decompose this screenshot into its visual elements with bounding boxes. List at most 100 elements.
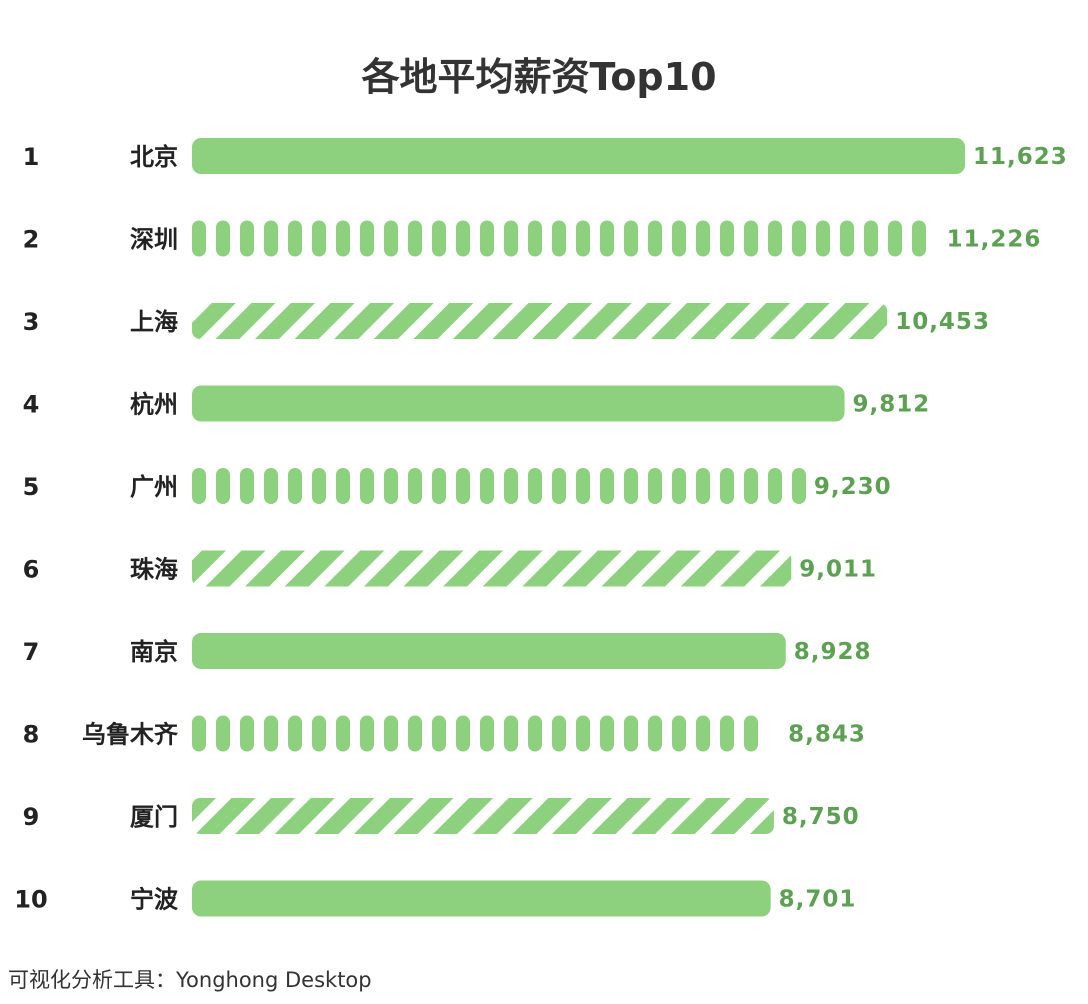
bar-segment	[312, 220, 326, 257]
bar-segment	[672, 715, 686, 752]
bar-segment	[672, 468, 686, 504]
bar-segment	[912, 220, 926, 257]
bar-segment	[576, 468, 590, 504]
bar-segment	[600, 715, 614, 752]
bar-segment	[576, 220, 590, 257]
bar-segment	[816, 220, 830, 257]
rank-label: 1	[23, 143, 40, 171]
bar	[192, 715, 758, 752]
rank-label: 6	[23, 556, 40, 584]
value-label: 11,226	[947, 227, 1042, 253]
bar-segment	[288, 220, 302, 257]
bar-segment	[384, 715, 398, 752]
bar-segment	[216, 715, 230, 752]
bar-segment	[192, 715, 206, 752]
bar-segment	[360, 715, 374, 752]
bar-segment	[600, 468, 614, 504]
bar-segment	[624, 715, 638, 752]
bar-segment	[288, 468, 302, 504]
bar-segment	[744, 715, 758, 752]
value-label: 8,928	[794, 639, 872, 665]
bar-segment	[480, 468, 494, 504]
bar-segment	[336, 715, 350, 752]
bar-segment	[216, 220, 230, 257]
bar-segment	[384, 220, 398, 257]
value-label: 9,011	[799, 557, 877, 583]
bar-segment	[480, 220, 494, 257]
bar-segment	[456, 715, 470, 752]
category-label: 杭州	[130, 391, 178, 419]
bar-segment	[408, 715, 422, 752]
category-label: 宁波	[130, 886, 179, 914]
bar	[192, 468, 806, 504]
bar-segment	[528, 468, 542, 504]
bar-segment	[696, 715, 710, 752]
bar	[192, 633, 786, 669]
bar-segment	[648, 220, 662, 257]
bar-segment	[456, 468, 470, 504]
category-label: 广州	[130, 473, 178, 501]
bar-segment	[720, 468, 734, 504]
category-label: 深圳	[130, 226, 178, 254]
bar-segment	[192, 468, 206, 504]
rank-label: 4	[23, 391, 40, 419]
bar-segment	[624, 220, 638, 257]
category-label: 南京	[130, 638, 178, 666]
value-label: 8,750	[782, 804, 860, 830]
bar	[192, 385, 845, 422]
bar	[192, 303, 888, 339]
bar-segment	[336, 220, 350, 257]
bar-segment	[840, 220, 854, 257]
bar-segment	[720, 220, 734, 257]
bar-segment	[888, 220, 902, 257]
bar-segment	[696, 468, 710, 504]
bar-segment	[480, 715, 494, 752]
bar-segment	[864, 220, 878, 257]
bar-segment	[648, 468, 662, 504]
bar-segment	[408, 468, 422, 504]
bar-segment	[240, 715, 254, 752]
bar-segment	[312, 715, 326, 752]
bar-segment	[696, 220, 710, 257]
bar-segment	[768, 468, 782, 504]
bar-segment	[240, 468, 254, 504]
value-label: 9,812	[853, 392, 931, 418]
bar-segment	[552, 468, 566, 504]
bar-segment	[504, 715, 518, 752]
bar-segment	[792, 468, 806, 504]
bar-segment	[528, 715, 542, 752]
value-label: 10,453	[895, 309, 990, 335]
category-label: 北京	[130, 143, 178, 171]
rank-label: 7	[23, 638, 40, 666]
bar	[192, 220, 926, 257]
value-label: 11,623	[973, 144, 1068, 170]
bar-segment	[456, 220, 470, 257]
bar	[192, 138, 965, 174]
bar-segment	[768, 220, 782, 257]
bar-segment	[528, 220, 542, 257]
bar-segment	[504, 220, 518, 257]
category-label: 乌鲁木齐	[82, 721, 179, 749]
bar-segment	[264, 715, 278, 752]
bar-segment	[792, 220, 806, 257]
value-label: 9,230	[814, 474, 892, 500]
rank-label: 10	[14, 886, 47, 914]
bar-segment	[216, 468, 230, 504]
rank-label: 3	[23, 308, 40, 336]
rank-label: 8	[23, 721, 40, 749]
category-label: 上海	[130, 308, 178, 336]
bar-segment	[552, 715, 566, 752]
bar-segment	[432, 220, 446, 257]
chart-title: 各地平均薪资Top10	[361, 55, 716, 99]
rank-label: 9	[23, 803, 40, 831]
bar-segment	[744, 220, 758, 257]
bar	[192, 798, 774, 834]
bar-segment	[240, 220, 254, 257]
value-label: 8,843	[788, 722, 866, 748]
bar-segment	[744, 468, 758, 504]
footer-credit: 可视化分析工具：Yonghong Desktop	[8, 968, 372, 992]
bar-segment	[432, 715, 446, 752]
category-label: 珠海	[130, 556, 178, 584]
bar-segment	[264, 220, 278, 257]
